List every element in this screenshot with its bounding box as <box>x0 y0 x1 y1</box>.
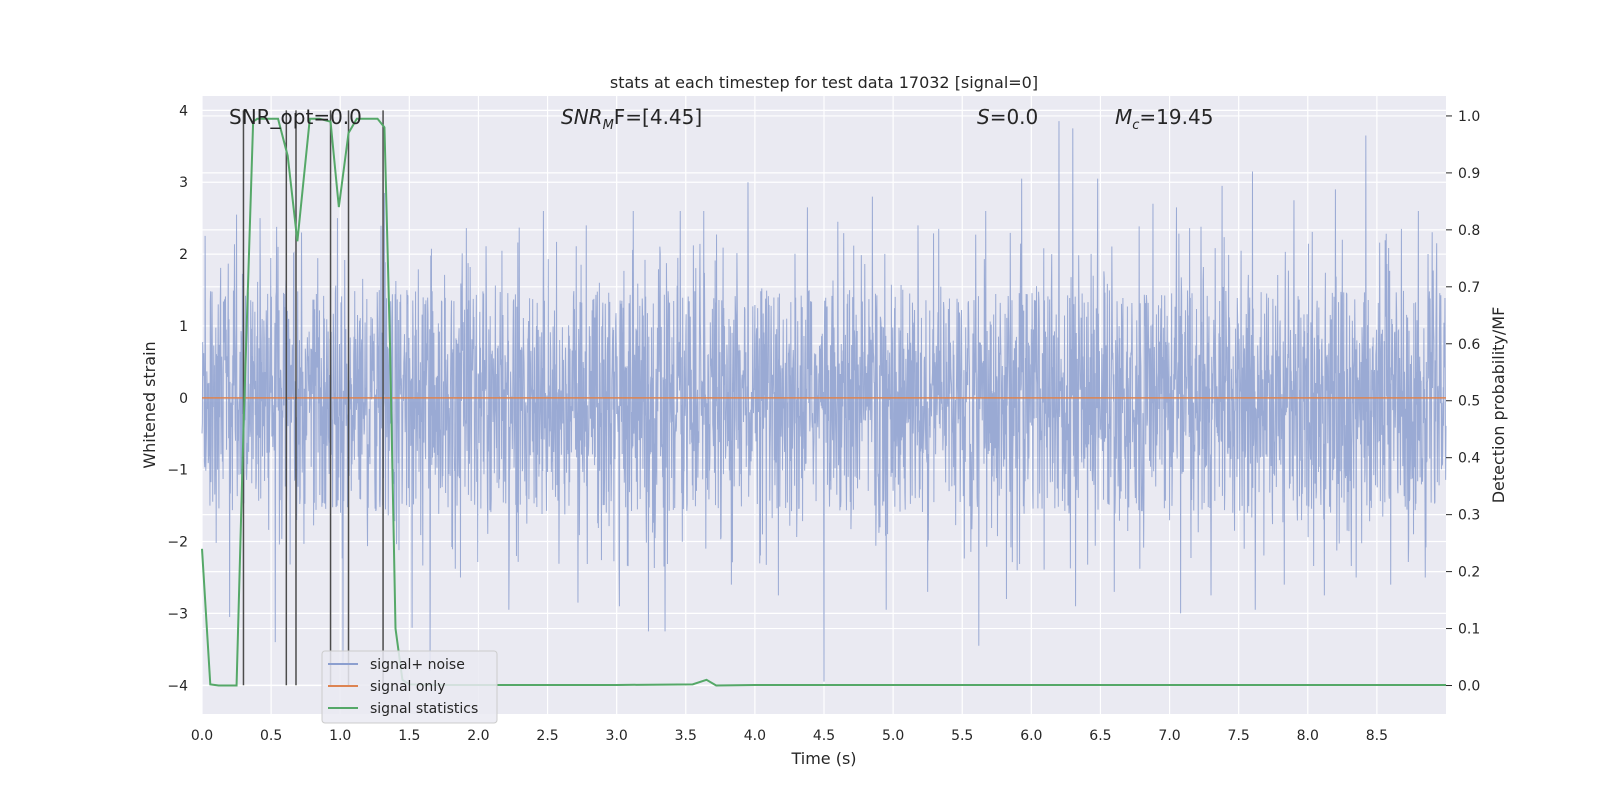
x-tick-label: 7.5 <box>1228 728 1250 744</box>
y-right-tick-label: 0.6 <box>1458 337 1480 353</box>
x-tick-label: 7.0 <box>1158 728 1180 744</box>
y-right-tick-label: 1.0 <box>1458 109 1480 125</box>
annotation-mc-subscript: c <box>1132 118 1139 133</box>
y-left-tick-label: 4 <box>179 103 188 119</box>
x-tick-label: 3.0 <box>606 728 628 744</box>
x-tick-label: 3.5 <box>675 728 697 744</box>
y-right-tick-label: 0.8 <box>1458 223 1480 239</box>
y-left-tick-label: 1 <box>179 319 188 335</box>
x-axis-label: Time (s) <box>790 749 856 768</box>
legend: signal+ noise signal only signal statist… <box>321 650 498 724</box>
y-left-tick-label: 2 <box>179 247 188 263</box>
legend-label-signal-noise: signal+ noise <box>370 657 465 673</box>
x-tick-label: 8.0 <box>1297 728 1319 744</box>
y-left-tick-label: −1 <box>167 463 188 479</box>
series-signal-statistics <box>201 117 1446 687</box>
y-right-tick-label: 0.7 <box>1458 280 1480 296</box>
annotation-snr-mf: SNRMF=[4.45] <box>561 105 702 133</box>
signal-noise-line <box>201 121 1447 682</box>
y-right-tick-label: 0.2 <box>1458 565 1480 581</box>
y-left-tick-label: −2 <box>167 535 188 551</box>
y-right-tick-label: 0.4 <box>1458 451 1480 467</box>
x-tick-label: 1.0 <box>329 728 351 744</box>
y-right-tick-label: 0.3 <box>1458 508 1480 524</box>
y-left-tick-label: 0 <box>179 391 188 407</box>
x-tick-label: 1.5 <box>398 728 420 744</box>
y-right-tick-label: 0.0 <box>1458 679 1480 695</box>
annotation-s: S=0.0 <box>977 105 1038 129</box>
x-axis: 0.0 0.5 1.0 1.5 2.0 2.5 3.0 3.5 4.0 4.5 5.0 5.5 6.0 6… <box>191 728 1388 744</box>
series-signal-noise <box>201 121 1447 682</box>
signal-statistics-line <box>201 117 1446 687</box>
y-left-tick-label: −4 <box>167 678 188 694</box>
x-tick-label: 0.0 <box>191 728 213 744</box>
annotation-mc: Mc=19.45 <box>1115 105 1213 133</box>
x-tick-label: 0.5 <box>260 728 282 744</box>
y-right-tick-label: 0.1 <box>1458 622 1480 638</box>
y-axis-left: 4 3 2 1 0 −1 −2 −3 −4 <box>167 103 188 694</box>
x-tick-label: 4.5 <box>813 728 835 744</box>
annotation-s-symbol: S <box>977 105 990 129</box>
chart-title: stats at each timestep for test data 170… <box>610 73 1038 92</box>
y-right-tick-label: 0.9 <box>1458 166 1480 182</box>
annotation-snr-mf-subscript: M <box>603 118 614 133</box>
y-right-tick-label: 0.5 <box>1458 394 1480 410</box>
y-axis-right: 1.0 0.9 0.8 0.7 0.6 0.5 0.4 0.3 0.2 0.1 0.0 <box>1446 109 1480 695</box>
annotation-mc-symbol: M <box>1115 105 1132 129</box>
annotation-snr-mf-value: F=[4.45] <box>614 105 702 129</box>
y-axis-right-label: Detection probability/MF <box>1489 307 1508 504</box>
x-tick-label: 6.0 <box>1020 728 1042 744</box>
legend-label-signal-only: signal only <box>370 679 445 695</box>
annotation-mc-value: =19.45 <box>1139 105 1213 129</box>
x-tick-label: 5.5 <box>951 728 973 744</box>
annotation-snr-mf-symbol: SNR <box>561 105 603 129</box>
x-tick-label: 5.0 <box>882 728 904 744</box>
annotation-s-value: =0.0 <box>990 105 1039 129</box>
x-tick-label: 4.0 <box>744 728 766 744</box>
y-axis-left-label: Whitened strain <box>140 341 159 468</box>
y-left-tick-label: −3 <box>167 606 188 622</box>
legend-box <box>321 650 498 724</box>
x-tick-label: 8.5 <box>1366 728 1388 744</box>
legend-label-signal-statistics: signal statistics <box>370 701 478 717</box>
x-tick-label: 2.5 <box>536 728 558 744</box>
y-left-tick-label: 3 <box>179 175 188 191</box>
x-tick-label: 2.0 <box>467 728 489 744</box>
x-tick-label: 6.5 <box>1089 728 1111 744</box>
annotation-snr-opt: SNR_opt=0.0 <box>229 105 362 129</box>
